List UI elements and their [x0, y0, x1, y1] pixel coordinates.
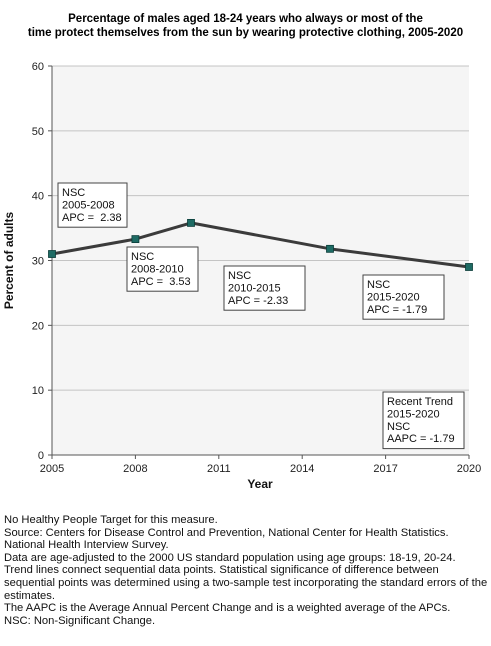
data-point [187, 218, 195, 227]
annotation-box [362, 274, 445, 320]
y-tick-label: 30 [32, 256, 44, 268]
data-point [48, 250, 56, 258]
annotation-box [223, 265, 306, 311]
annotation-text: NSC [131, 251, 154, 263]
note-target: No Healthy People Target for this measur… [4, 514, 218, 526]
annotation-text: 2015-2020 [387, 408, 440, 420]
annotation-text: AAPC = -1.79 [387, 433, 455, 445]
y-tick-label: 0 [38, 450, 44, 462]
chart-title-line-1: Percentage of males aged 18-24 years who… [68, 13, 423, 25]
x-tick-label: 2020 [457, 463, 481, 475]
x-tick-label: 2017 [373, 463, 397, 475]
annotation-text: APC = -1.79 [367, 304, 427, 316]
annotation-text: APC = 3.53 [131, 276, 191, 288]
annotation-text: 2008-2010 [131, 263, 184, 275]
x-axis-label: Year [247, 477, 273, 491]
data-point [326, 244, 334, 253]
note-trend-lines: Trend lines connect sequential data poin… [4, 564, 488, 602]
annotation-box [126, 246, 199, 292]
annotation-text: NSC [367, 279, 390, 291]
annotation-text: APC = 2.38 [62, 212, 122, 224]
annotation-text: APC = -2.33 [228, 295, 288, 307]
x-tick-label: 2014 [290, 463, 314, 475]
note-age-adjustment: Data are age-adjusted to the 2000 US sta… [4, 551, 456, 564]
data-point [131, 235, 140, 244]
y-tick-label: 60 [32, 61, 44, 73]
y-axis-label: Percent of adults [2, 212, 16, 310]
y-tick-label: 50 [32, 126, 44, 138]
annotation-text: 2015-2020 [367, 291, 420, 303]
annotation-text: 2010-2015 [228, 282, 281, 294]
y-tick-label: 40 [32, 191, 44, 203]
annotation-text: 2005-2008 [62, 199, 115, 211]
data-point [465, 263, 473, 271]
y-tick-label: 20 [32, 320, 44, 332]
note-source: Source: Centers for Disease Control and … [4, 526, 449, 552]
annotation-box [57, 182, 128, 228]
annotation-text: NSC [387, 421, 410, 433]
annotation-text: NSC [228, 270, 251, 282]
annotation-text: NSC [62, 187, 85, 199]
chart-title: Percentage of males aged 18-24 years who… [0, 12, 491, 40]
annotation-box [382, 391, 465, 450]
annotation-text: Recent Trend [387, 396, 453, 408]
x-tick-label: 2008 [123, 463, 147, 475]
note-aapc: The AAPC is the Average Annual Percent C… [4, 602, 451, 615]
y-tick-label: 10 [32, 385, 44, 397]
chart-title-line-2: time protect themselves from the sun by … [27, 27, 464, 39]
note-nsc: NSC: Non-Significant Change. [4, 614, 156, 627]
x-tick-label: 2005 [40, 463, 64, 475]
x-tick-label: 2011 [207, 463, 231, 475]
chart-notes: No Healthy People Target for this measur… [4, 514, 490, 627]
